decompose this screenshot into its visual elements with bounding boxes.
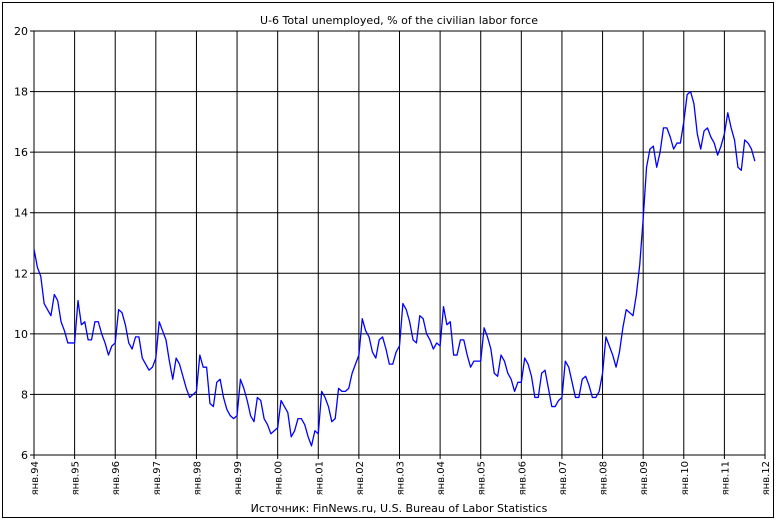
x-tick-label: янв.04 [436,461,447,495]
x-tick-label: янв.11 [720,461,731,495]
x-tick-label: янв.94 [30,461,41,495]
y-tick-label: 14 [14,207,28,220]
x-tick-label: янв.10 [680,461,691,495]
y-tick-label: 16 [14,146,28,159]
x-tick-label: янв.00 [274,461,285,495]
y-tick-label: 6 [21,449,28,462]
chart-title: U-6 Total unemployed, % of the civilian … [260,14,538,27]
x-tick-label: янв.98 [192,461,203,495]
series-line-u6 [33,90,756,447]
x-tick-label: янв.08 [599,461,610,495]
y-tick-label: 8 [21,388,28,401]
x-axis-ticks: янв.94 янв.95 янв.96 янв.97 янв.98 янв.99 янв.… [30,455,772,495]
y-tick-label: 10 [14,328,28,341]
x-tick-label: янв.01 [314,461,325,495]
y-tick-label: 12 [14,267,28,280]
source-caption: Источник: FinNews.ru, U.S. Bureau of Lab… [251,502,548,515]
x-tick-label: янв.09 [639,461,650,495]
x-tick-label: янв.97 [152,461,163,495]
x-tick-label: янв.99 [233,461,244,495]
x-tick-label: янв.03 [396,461,407,495]
x-tick-label: янв.02 [355,461,366,495]
x-tick-label: янв.12 [761,461,772,495]
x-tick-label: янв.05 [477,461,488,495]
x-tick-label: янв.95 [71,461,82,495]
y-tick-label: 20 [14,25,28,38]
gridlines [34,31,765,455]
x-tick-label: янв.07 [558,461,569,495]
y-axis-ticks: 6 8 10 12 14 16 18 20 [14,25,34,462]
x-tick-label: янв.96 [111,461,122,495]
x-tick-label: янв.06 [517,461,528,495]
y-tick-label: 18 [14,86,28,99]
